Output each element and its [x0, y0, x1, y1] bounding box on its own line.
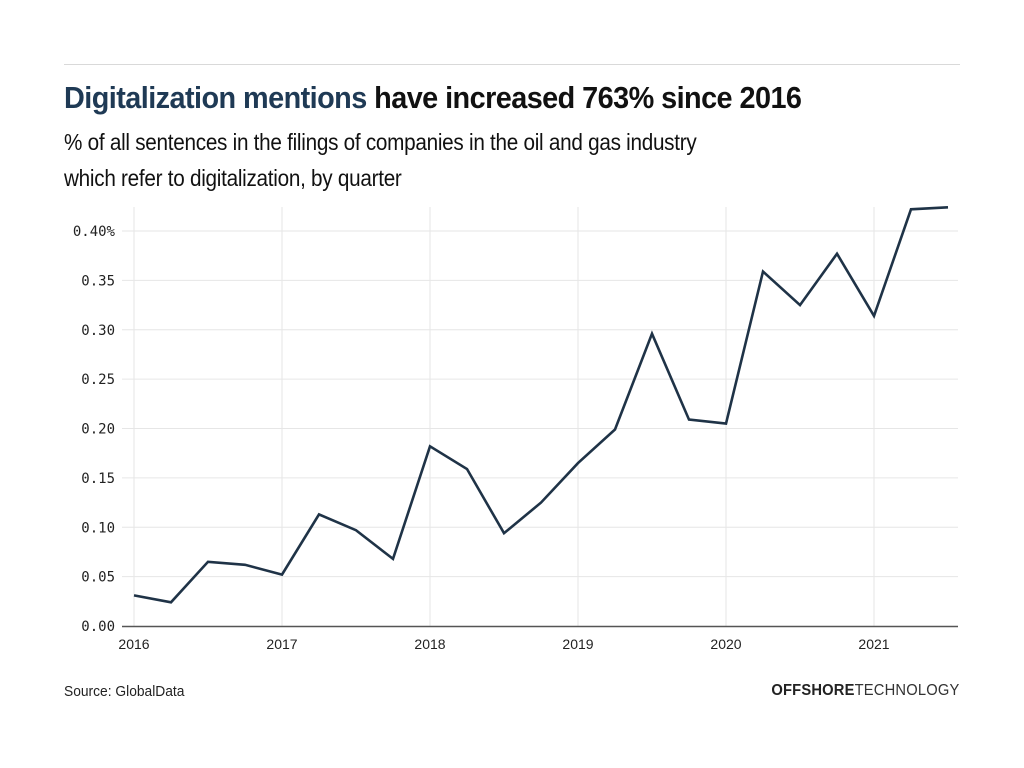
- y-tick-label: 0.30: [81, 323, 115, 339]
- series-line-digitalization: [133, 206, 949, 604]
- y-tick-label: 0.40%: [73, 224, 116, 240]
- source-note: Source: GlobalData: [64, 683, 185, 700]
- brand-light: TECHNOLOGY: [855, 682, 960, 699]
- brand-bold: OFFSHORE: [771, 682, 856, 699]
- x-tick-label: 2018: [414, 636, 445, 652]
- y-tick-label: 0.15: [81, 471, 115, 487]
- brand-logo: OFFSHORETECHNOLOGY: [772, 682, 960, 700]
- y-gridlines: [122, 230, 958, 578]
- x-tick-label: 2020: [710, 636, 741, 652]
- x-tick-label: 2016: [118, 636, 149, 652]
- title-highlight: Digitalization mentions: [64, 80, 367, 115]
- x-tick-label: 2021: [858, 636, 889, 652]
- y-tick-label: 0.00: [81, 619, 115, 635]
- y-tick-labels: 0.00 0.05 0.10 0.15 0.20 0.25 0.30 0.35 0.40%: [73, 224, 116, 635]
- top-rule: [64, 64, 960, 65]
- y-tick-label: 0.05: [81, 570, 115, 586]
- y-tick-label: 0.10: [81, 520, 115, 536]
- y-tick-label: 0.25: [81, 372, 115, 388]
- x-tick-label: 2017: [266, 636, 297, 652]
- y-tick-label: 0.20: [81, 422, 115, 438]
- x-gridlines: [133, 207, 875, 626]
- subtitle-line-2: which refer to digitalization, by quarte…: [64, 165, 402, 191]
- subtitle-line-1: % of all sentences in the filings of com…: [64, 129, 697, 155]
- x-tick-labels: 2016 2017 2018 2019 2020 2021: [118, 636, 889, 652]
- x-tick-label: 2019: [562, 636, 593, 652]
- title-rest: have increased 763% since 2016: [366, 80, 802, 115]
- chart-subtitle: % of all sentences in the filings of com…: [64, 124, 946, 196]
- chart-title: Digitalization mentions have increased 7…: [64, 80, 802, 116]
- y-tick-label: 0.35: [81, 273, 115, 289]
